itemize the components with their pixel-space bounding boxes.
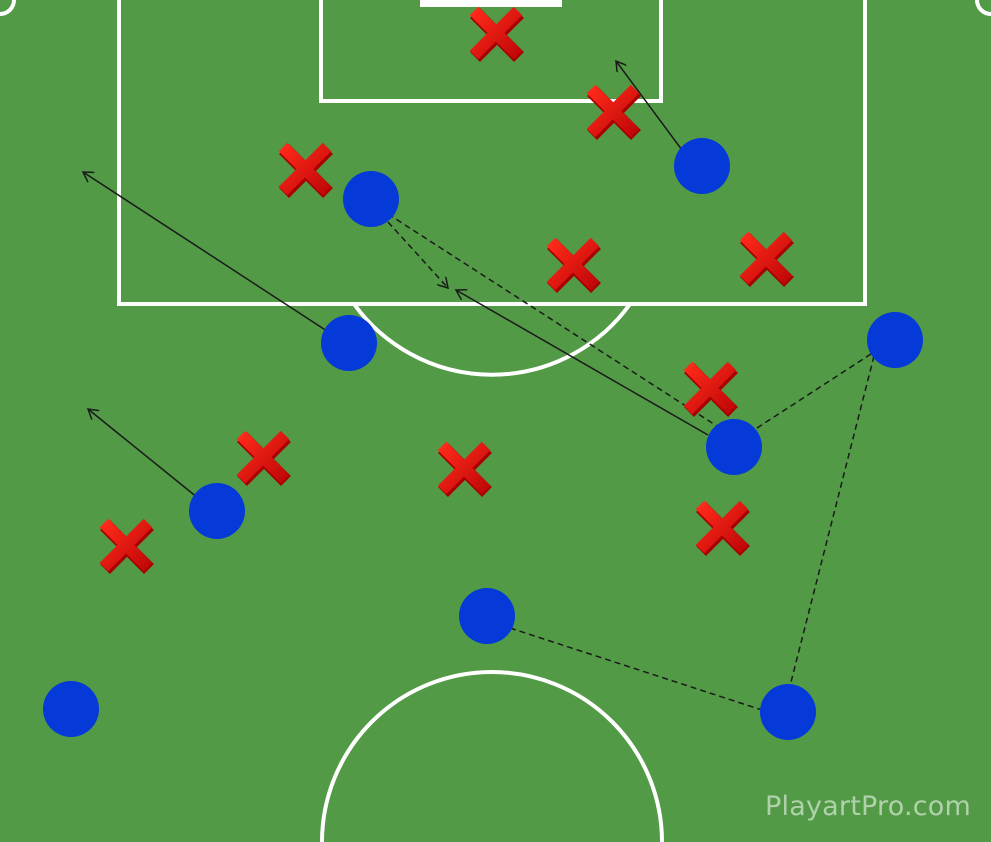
opponents (99, 6, 794, 574)
penalty-arc (352, 302, 632, 377)
opponent-x-icon (278, 142, 333, 198)
opponent-x-icon (683, 361, 738, 417)
player-circle[interactable] (706, 419, 762, 475)
center-circle (320, 670, 664, 842)
run-arrow (83, 172, 331, 334)
player-circle[interactable] (321, 315, 377, 371)
player-circle[interactable] (459, 588, 515, 644)
players (43, 138, 923, 740)
pass-lines (387, 213, 875, 711)
opponent-x-icon (546, 237, 601, 293)
opponent-x-icon (236, 430, 291, 486)
opponent-x-icon (586, 84, 641, 140)
opponent-x-icon (437, 441, 492, 497)
player-circle[interactable] (867, 312, 923, 368)
corner-arc-right (975, 0, 991, 16)
pass-line (789, 355, 875, 687)
goal-area (319, 0, 663, 103)
pass-arrow (387, 221, 448, 288)
run-arrows (83, 61, 709, 499)
player-circle[interactable] (343, 171, 399, 227)
run-arrow (616, 61, 683, 151)
player-circle[interactable] (674, 138, 730, 194)
opponent-x-icon (739, 231, 794, 287)
player-circle[interactable] (760, 684, 816, 740)
player-circle[interactable] (189, 483, 245, 539)
watermark-logo: PlayartPro.com (765, 791, 971, 822)
player-circle[interactable] (43, 681, 99, 737)
opponent-x-icon (695, 500, 750, 556)
penalty-area (117, 0, 867, 306)
pass-line (509, 627, 763, 711)
run-arrow (456, 290, 709, 436)
pass-line (756, 351, 875, 429)
opponent-x-icon (99, 518, 154, 574)
goal-mouth (420, 0, 562, 7)
pass-line (387, 213, 721, 429)
corner-arc-left (0, 0, 16, 16)
run-arrow (88, 409, 199, 499)
opponent-x-icon (469, 6, 524, 62)
